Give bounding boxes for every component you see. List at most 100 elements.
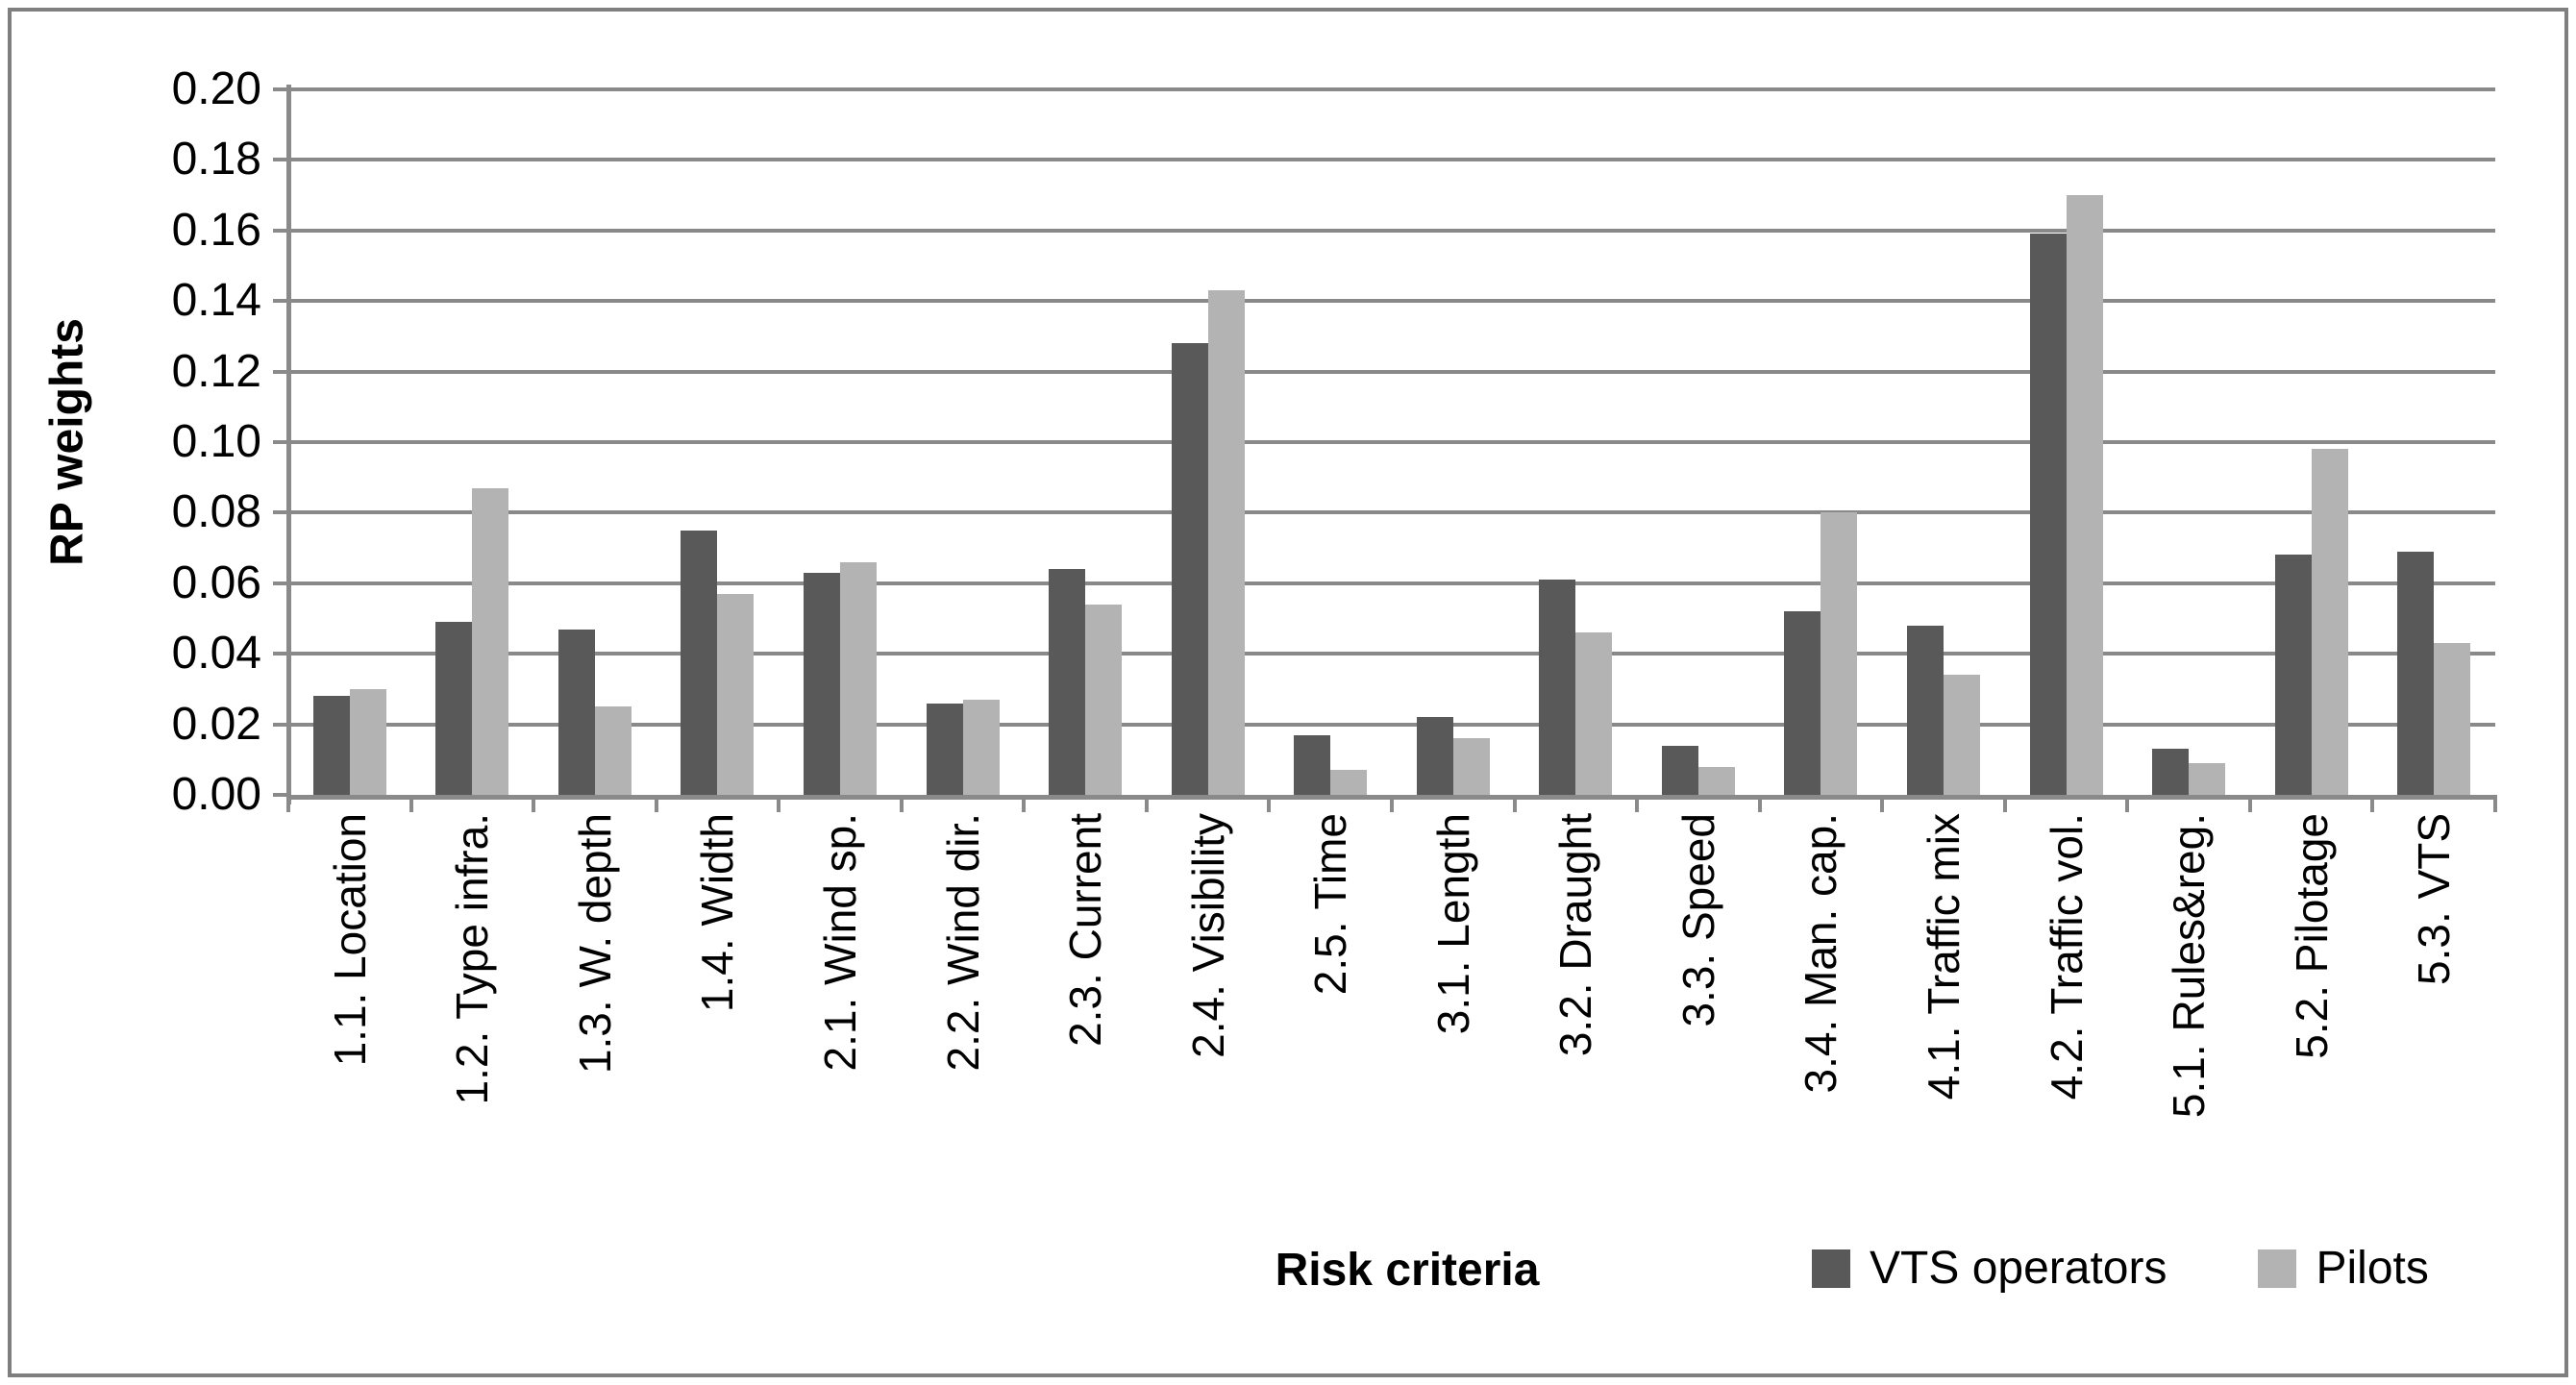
x-axis-tick bbox=[1880, 795, 1885, 812]
x-axis-label: 2.5. Time bbox=[1305, 813, 1356, 996]
legend-swatch-vts-operators bbox=[1812, 1249, 1850, 1288]
gridline bbox=[288, 228, 2495, 233]
bar-vts-operators-2-1-wind-sp- bbox=[804, 572, 840, 795]
x-axis-tick bbox=[409, 795, 413, 812]
bar-pilots-2-3-current bbox=[1085, 604, 1123, 795]
x-axis-line bbox=[286, 795, 2497, 800]
x-axis-tick bbox=[2125, 795, 2130, 812]
y-axis-tick-label: 0.04 bbox=[171, 628, 261, 680]
bar-vts-operators-3-3-speed bbox=[1661, 745, 1698, 795]
x-axis-label: 1.2. Type infra. bbox=[447, 813, 498, 1105]
gridline bbox=[288, 652, 2495, 656]
y-axis-tick bbox=[273, 228, 288, 233]
bar-vts-operators-2-2-wind-dir- bbox=[926, 703, 963, 795]
y-axis-tick bbox=[273, 581, 288, 585]
bar-pilots-3-1-length bbox=[1452, 738, 1490, 795]
x-axis-label: 5.3. VTS bbox=[2409, 813, 2460, 985]
y-axis-tick-label: 0.08 bbox=[171, 486, 261, 538]
x-axis-tick bbox=[777, 795, 781, 812]
gridline bbox=[288, 722, 2495, 727]
x-axis-tick bbox=[2247, 795, 2252, 812]
y-axis-tick-label: 0.18 bbox=[171, 134, 261, 185]
bar-vts-operators-2-3-current bbox=[1049, 569, 1086, 795]
bar-pilots-3-2-draught bbox=[1575, 632, 1613, 795]
y-axis-tick bbox=[273, 158, 288, 162]
bar-pilots-3-4-man-cap- bbox=[1821, 512, 1858, 795]
bar-vts-operators-2-5-time bbox=[1294, 734, 1331, 795]
x-axis-label: 5.1. Rules&reg. bbox=[2164, 813, 2215, 1119]
x-axis-label: 2.3. Current bbox=[1060, 813, 1111, 1047]
x-axis-label: 3.2. Draught bbox=[1550, 813, 1601, 1057]
gridline bbox=[288, 299, 2495, 304]
y-axis-tick bbox=[273, 440, 288, 444]
bar-vts-operators-5-3-vts bbox=[2397, 551, 2435, 795]
bar-vts-operators-3-4-man-cap- bbox=[1784, 611, 1821, 795]
bar-pilots-4-2-traffic-vol- bbox=[2066, 195, 2103, 795]
bar-pilots-1-4-width bbox=[717, 593, 755, 795]
y-axis-tick-label: 0.16 bbox=[171, 204, 261, 256]
x-axis-label: 4.1. Traffic mix bbox=[1919, 813, 1969, 1101]
bar-vts-operators-1-2-type-infra- bbox=[435, 622, 473, 795]
x-axis-label: 4.2. Traffic vol. bbox=[2041, 813, 2092, 1101]
legend-swatch-pilots bbox=[2258, 1249, 2297, 1288]
bar-vts-operators-3-1-length bbox=[1416, 717, 1453, 795]
y-axis-tick-label: 0.20 bbox=[171, 63, 261, 114]
x-axis-tick bbox=[1635, 795, 1640, 812]
bar-pilots-4-1-traffic-mix bbox=[1944, 675, 1980, 795]
y-axis-line bbox=[286, 85, 291, 804]
x-axis-tick bbox=[1144, 795, 1149, 812]
x-axis-tick bbox=[2370, 795, 2375, 812]
legend-label-pilots: Pilots bbox=[2316, 1243, 2429, 1294]
gridline bbox=[288, 440, 2495, 444]
x-axis-tick bbox=[1512, 795, 1517, 812]
y-axis-title: RP weights bbox=[41, 318, 93, 566]
legend-entry-vts-operators: VTS operators bbox=[1812, 1242, 2167, 1295]
bar-pilots-5-2-pilotage bbox=[2311, 449, 2348, 795]
x-axis-tick bbox=[654, 795, 658, 812]
gridline bbox=[288, 158, 2495, 162]
bar-vts-operators-4-2-traffic-vol- bbox=[2029, 234, 2067, 795]
gridline bbox=[288, 510, 2495, 515]
gridline bbox=[288, 581, 2495, 585]
x-axis-tick bbox=[1022, 795, 1027, 812]
x-axis-tick bbox=[2002, 795, 2007, 812]
bar-vts-operators-3-2-draught bbox=[1539, 580, 1576, 795]
x-axis-label: 2.2. Wind dir. bbox=[937, 813, 988, 1072]
bar-pilots-1-1-location bbox=[349, 688, 386, 795]
x-axis-label: 3.4. Man. cap. bbox=[1796, 813, 1846, 1094]
bar-vts-operators-1-1-location bbox=[312, 696, 350, 795]
x-axis-tick bbox=[1267, 795, 1272, 812]
y-axis-tick-label: 0.00 bbox=[171, 769, 261, 820]
gridline bbox=[288, 369, 2495, 374]
y-axis-tick bbox=[273, 722, 288, 727]
y-axis-tick bbox=[273, 652, 288, 656]
bar-vts-operators-2-4-visibility bbox=[1171, 343, 1208, 795]
x-axis-label: 3.1. Length bbox=[1427, 813, 1478, 1035]
y-axis-tick-label: 0.06 bbox=[171, 556, 261, 608]
x-axis-label: 1.1. Location bbox=[324, 813, 375, 1067]
x-axis-tick bbox=[1757, 795, 1762, 812]
bar-vts-operators-1-4-width bbox=[681, 530, 718, 795]
gridline bbox=[288, 87, 2495, 91]
bar-vts-operators-4-1-traffic-mix bbox=[1907, 625, 1944, 795]
bar-pilots-5-1-rules-reg- bbox=[2189, 762, 2226, 795]
y-axis-tick bbox=[273, 793, 288, 797]
legend: VTS operators Pilots bbox=[1812, 1242, 2429, 1295]
x-axis-label: 1.4. Width bbox=[692, 813, 743, 1013]
bar-pilots-3-3-speed bbox=[1697, 766, 1735, 795]
bar-pilots-2-2-wind-dir- bbox=[962, 699, 1000, 795]
x-axis-tick bbox=[1390, 795, 1394, 812]
bar-pilots-2-1-wind-sp- bbox=[840, 561, 877, 795]
y-axis-tick-label: 0.12 bbox=[171, 345, 261, 397]
bar-pilots-5-3-vts bbox=[2434, 643, 2471, 795]
bar-vts-operators-1-3-w-depth bbox=[557, 629, 595, 795]
x-axis-label: 2.1. Wind sp. bbox=[815, 813, 865, 1072]
y-axis-tick bbox=[273, 87, 288, 91]
bar-pilots-1-3-w-depth bbox=[594, 706, 632, 795]
y-axis-tick-label: 0.02 bbox=[171, 698, 261, 750]
y-axis-tick bbox=[273, 510, 288, 515]
x-axis-tick bbox=[532, 795, 536, 812]
bar-pilots-2-5-time bbox=[1330, 770, 1368, 795]
bar-pilots-1-2-type-infra- bbox=[472, 487, 509, 795]
